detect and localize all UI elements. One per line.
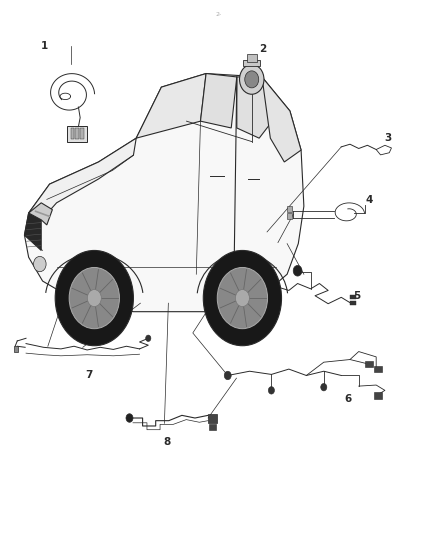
Polygon shape — [201, 74, 237, 128]
Circle shape — [87, 289, 101, 306]
FancyBboxPatch shape — [67, 126, 87, 142]
Circle shape — [55, 251, 134, 346]
Polygon shape — [28, 203, 53, 225]
Text: 6: 6 — [344, 394, 351, 405]
Bar — [287, 213, 292, 219]
Circle shape — [203, 251, 282, 346]
Circle shape — [268, 386, 275, 394]
Text: 5: 5 — [353, 290, 360, 301]
Circle shape — [240, 64, 264, 94]
Bar — [75, 128, 79, 139]
Bar — [71, 128, 74, 139]
Bar — [374, 366, 382, 372]
Circle shape — [235, 289, 249, 306]
Circle shape — [321, 383, 327, 391]
Circle shape — [34, 256, 46, 272]
Polygon shape — [28, 138, 136, 223]
Circle shape — [126, 414, 133, 422]
Bar — [350, 301, 356, 305]
Bar — [287, 206, 292, 212]
Circle shape — [217, 268, 268, 329]
Polygon shape — [237, 77, 280, 138]
Circle shape — [293, 265, 302, 276]
Text: 2: 2 — [259, 44, 266, 53]
Text: 2-: 2- — [216, 12, 222, 18]
Bar — [80, 128, 84, 139]
Polygon shape — [25, 74, 304, 312]
Circle shape — [146, 335, 151, 342]
Bar — [208, 414, 217, 423]
Text: 8: 8 — [163, 437, 170, 447]
Polygon shape — [136, 74, 206, 138]
Bar — [365, 361, 373, 367]
FancyBboxPatch shape — [244, 60, 260, 66]
Polygon shape — [262, 77, 301, 162]
Bar — [209, 424, 216, 430]
Text: 4: 4 — [365, 195, 372, 205]
Circle shape — [224, 371, 231, 379]
Bar — [374, 392, 382, 399]
Bar — [350, 295, 356, 300]
Bar — [14, 346, 18, 352]
Circle shape — [69, 268, 120, 329]
FancyBboxPatch shape — [247, 54, 257, 62]
Text: 7: 7 — [86, 370, 93, 381]
Polygon shape — [25, 213, 41, 251]
Text: 1: 1 — [41, 41, 48, 51]
Circle shape — [245, 71, 259, 88]
Text: 3: 3 — [385, 133, 392, 143]
